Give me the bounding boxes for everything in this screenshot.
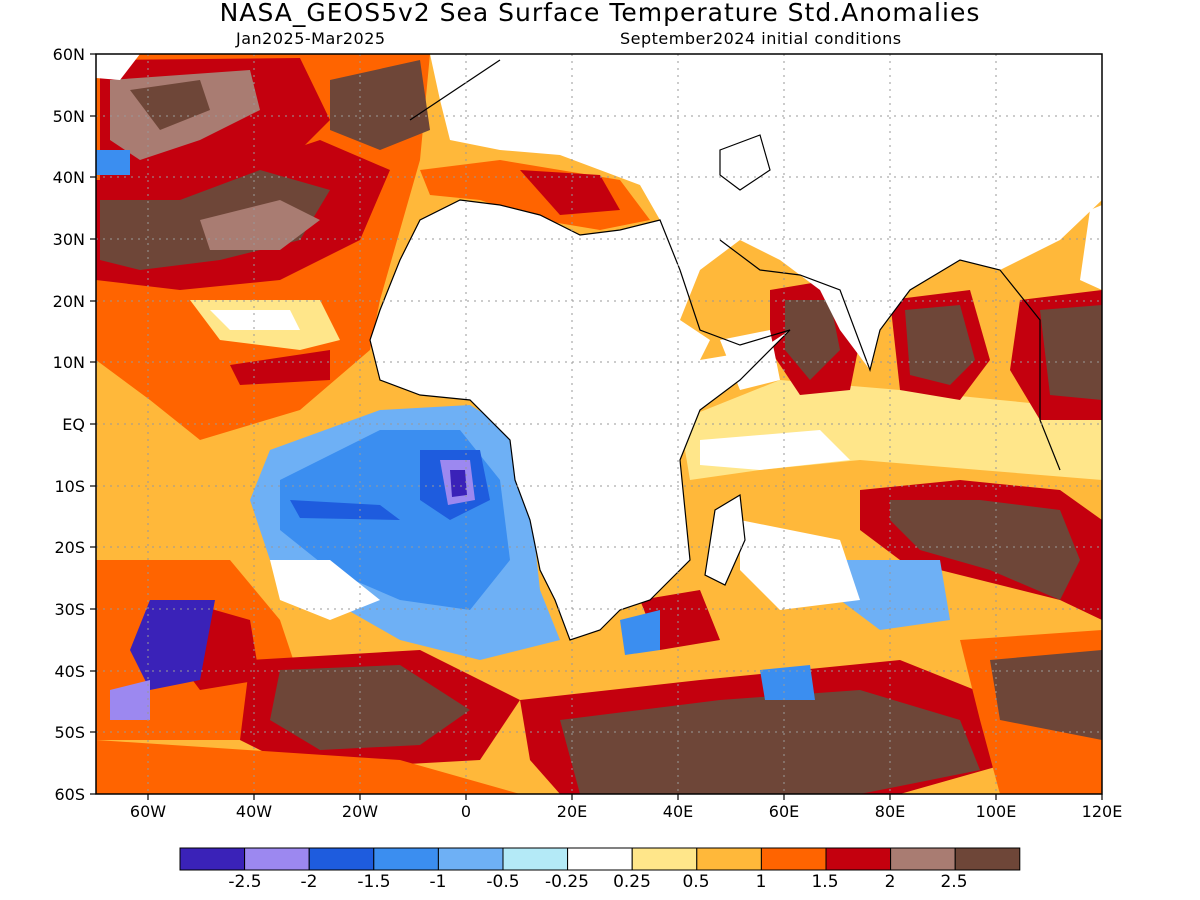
colorbar-swatch — [502, 847, 569, 871]
colorbar — [179, 847, 1021, 871]
gridlines — [96, 54, 1102, 794]
lat-label: 30N — [52, 230, 85, 249]
anomaly-field — [96, 54, 1102, 794]
colorbar-swatch — [179, 847, 246, 871]
lon-label: 40W — [235, 802, 273, 821]
colorbar-label: -1 — [429, 872, 447, 892]
lon-label: 60W — [129, 802, 167, 821]
colorbar-swatch — [696, 847, 762, 871]
colorbar-swatch — [890, 847, 956, 871]
colorbar-label: -1.5 — [357, 872, 391, 892]
colorbar-swatch — [954, 847, 1021, 871]
lat-label: 10S — [54, 477, 85, 496]
colorbar-label: 1 — [755, 872, 767, 892]
lat-label: EQ — [62, 415, 85, 434]
forecast-period: Jan2025-Mar2025 — [236, 29, 386, 48]
colorbar-label: 2.5 — [940, 872, 968, 892]
colorbar-label: 1.5 — [811, 872, 839, 892]
lon-label: 100E — [975, 802, 1017, 821]
lat-label: 50N — [52, 107, 85, 126]
lon-label: 20E — [556, 802, 588, 821]
coastlines — [369, 59, 1061, 641]
colorbar-label: -0.5 — [486, 872, 520, 892]
colorbar-swatch — [308, 847, 375, 871]
colorbar-label: -0.25 — [545, 872, 589, 892]
lat-label: 60N — [52, 45, 85, 64]
lat-label: 60S — [54, 785, 85, 804]
map-title: NASA_GEOS5v2 Sea Surface Temperature Std… — [219, 0, 981, 27]
colorbar-label: -2 — [300, 872, 318, 892]
colorbar-label: -2.5 — [228, 872, 262, 892]
colorbar-label: 0.25 — [613, 872, 651, 892]
lon-label: 80E — [874, 802, 906, 821]
lat-label: 20N — [52, 292, 85, 311]
colorbar-swatch — [244, 847, 310, 871]
lat-label: 30S — [54, 600, 85, 619]
colorbar-label: 2 — [884, 872, 896, 892]
axis-ticks — [90, 53, 1103, 800]
lon-label: 0 — [460, 802, 472, 821]
lat-label: 10N — [52, 353, 85, 372]
colorbar-swatch — [437, 847, 504, 871]
lat-label: 40S — [54, 662, 85, 681]
colorbar-label: 0.5 — [682, 872, 710, 892]
colorbar-swatch — [760, 847, 827, 871]
lat-label: 40N — [52, 168, 85, 187]
lon-label: 60E — [768, 802, 800, 821]
lon-label: 120E — [1081, 802, 1123, 821]
colorbar-swatch — [825, 847, 892, 871]
colorbar-swatch — [631, 847, 698, 871]
initial-conditions: September2024 initial conditions — [620, 29, 902, 48]
colorbar-swatch — [567, 847, 633, 871]
colorbar-swatch — [373, 847, 439, 871]
lon-label: 20W — [341, 802, 379, 821]
lon-label: 40E — [662, 802, 694, 821]
lat-label: 50S — [54, 723, 85, 742]
lat-label: 20S — [54, 538, 85, 557]
